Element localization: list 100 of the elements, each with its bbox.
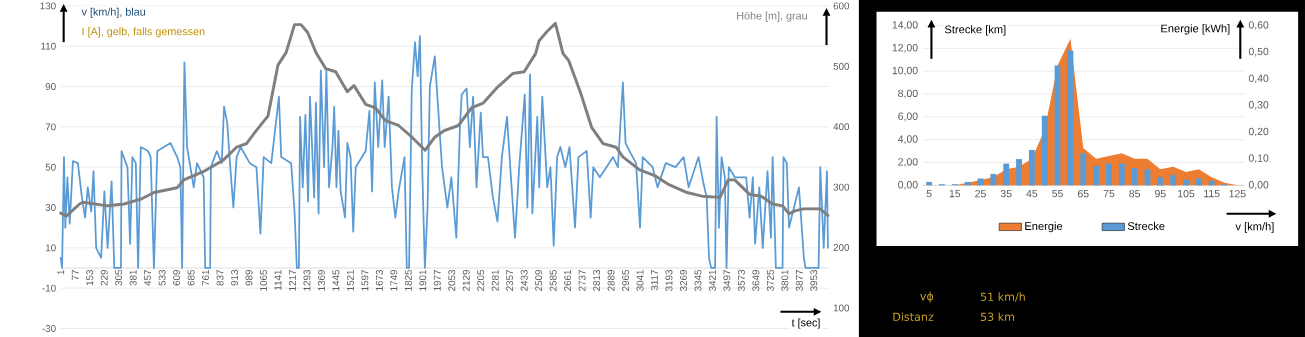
y-tick-label: 10,00 [892, 66, 918, 76]
x-tick-label: 989 [245, 269, 253, 286]
x-tick-label: 95 [1155, 189, 1166, 198]
bar [1067, 50, 1074, 186]
y-tick-label: 8,00 [898, 89, 918, 99]
x-tick-label: 3117 [651, 269, 658, 291]
x-tick-label: 115 [1204, 189, 1220, 198]
y-tick-label: 14,00 [892, 21, 918, 30]
x-tick-label: 457 [144, 269, 152, 286]
y2-tick-label: 0,40 [1248, 74, 1269, 83]
y2-tick-label: 600 [833, 2, 850, 10]
y2-tick-label: 300 [833, 183, 850, 191]
x-tick-label: 2281 [491, 269, 499, 291]
y-tick-label: -10 [42, 284, 56, 292]
y-tick-label: 70 [45, 123, 56, 131]
x-tick-label: 3953 [810, 269, 818, 291]
legend-label: Strecke [1127, 221, 1165, 230]
x-tick-label: 2661 [564, 269, 572, 291]
x-tick-label: 1065 [260, 269, 267, 291]
x-tick-label: 1901 [419, 269, 427, 291]
x-tick-label: 2205 [477, 269, 485, 291]
x-tick-label: 381 [129, 269, 137, 286]
x-tick-label: 837 [216, 269, 224, 286]
bar [1028, 149, 1035, 186]
x-tick-label: 3345 [694, 269, 702, 291]
y2-tick-label: 400 [833, 123, 850, 131]
x-tick-label: 45 [1026, 189, 1038, 198]
bar [1195, 178, 1202, 186]
x-tick-label: 1369 [317, 269, 325, 291]
x-tick-label: 2053 [448, 269, 456, 291]
bar [1041, 115, 1048, 186]
x-tick-label: 105 [1178, 189, 1195, 198]
x-tick-label: 3649 [752, 269, 760, 291]
y-axis-title: v [km/h], blau [81, 7, 146, 18]
y-tick-label: 130 [40, 2, 56, 10]
bar [1003, 163, 1010, 186]
x-tick-label: 761 [202, 269, 210, 286]
bar [990, 173, 997, 186]
x-tick-label: 85 [1129, 189, 1141, 198]
x-tick-label: 229 [100, 269, 108, 286]
x-tick-label: 1521 [346, 269, 354, 291]
y2-axis-title: Energie [kWh] [1161, 24, 1230, 35]
x-axis-title: t [sec] [791, 318, 820, 329]
x-tick-label: 153 [86, 269, 94, 286]
x-tick-label: 3421 [708, 269, 716, 291]
bar [926, 181, 933, 186]
y2-tick-label: 0,50 [1248, 47, 1269, 57]
y-tick-label: 6,00 [898, 112, 918, 121]
y2-tick-label: 0,20 [1248, 127, 1269, 137]
bar [1106, 163, 1112, 186]
x-tick-label: 1 [57, 269, 65, 275]
y-axis-title: Strecke [km] [944, 25, 1006, 36]
x-tick-label: 1217 [289, 269, 296, 291]
y2-axis-title: Höhe [m], grau [737, 11, 807, 22]
x-tick-label: 1141 [274, 269, 282, 290]
x-tick-label: 2585 [549, 269, 557, 291]
y2-tick-label: 500 [833, 62, 850, 70]
x-tick-label: 77 [71, 269, 79, 280]
y2-tick-label: 0,60 [1248, 21, 1269, 30]
bar [1170, 174, 1177, 186]
text: Distanz [893, 312, 934, 321]
y-tick-label: 50 [45, 163, 56, 171]
x-tick-label: 3801 [781, 269, 789, 291]
x-tick-label: 685 [187, 269, 195, 286]
bar [1080, 153, 1087, 186]
x-tick-label: 25 [975, 189, 986, 198]
x-tick-label: 3041 [636, 269, 644, 291]
x-axis-title: v [km/h] [1235, 222, 1274, 233]
x-tick-label: 3877 [795, 269, 803, 291]
y-tick-label: 30 [45, 203, 56, 211]
x-tick-label: 1445 [332, 269, 340, 291]
bar [1016, 158, 1022, 186]
y2-tick-label: 0,10 [1248, 154, 1269, 163]
bar [1093, 165, 1100, 186]
x-tick-label: 3725 [766, 269, 774, 291]
y-tick-label: 4,00 [897, 135, 918, 144]
x-tick-label: 1597 [361, 269, 369, 291]
x-tick-label: 1293 [303, 269, 311, 291]
x-tick-label: 2433 [520, 269, 528, 291]
bar [1157, 177, 1164, 186]
y2-tick-label: 0,30 [1248, 100, 1269, 110]
x-tick-label: 35 [1000, 189, 1012, 198]
text: vϕ [920, 291, 934, 303]
y2-tick-label: 200 [833, 243, 850, 251]
bar [1131, 168, 1138, 186]
x-tick-label: 1749 [390, 269, 398, 291]
y-tick-label: 10 [45, 244, 56, 252]
x-tick-label: 2357 [506, 269, 514, 291]
x-tick-label: 2737 [578, 269, 586, 291]
x-tick-label: 1673 [375, 269, 383, 291]
y-tick-label: 2,00 [898, 158, 918, 167]
y-tick-label: 0,00 [898, 180, 918, 190]
y-tick-label: 12,00 [892, 43, 918, 53]
x-tick-label: 2965 [622, 269, 630, 291]
x-tick-label: 3497 [723, 269, 731, 291]
text: 51 km/h [980, 292, 1025, 302]
x-tick-label: 3193 [665, 269, 673, 291]
x-tick-label: 3269 [679, 269, 687, 291]
x-tick-label: 2129 [462, 269, 470, 291]
x-tick-label: 2509 [535, 269, 543, 291]
